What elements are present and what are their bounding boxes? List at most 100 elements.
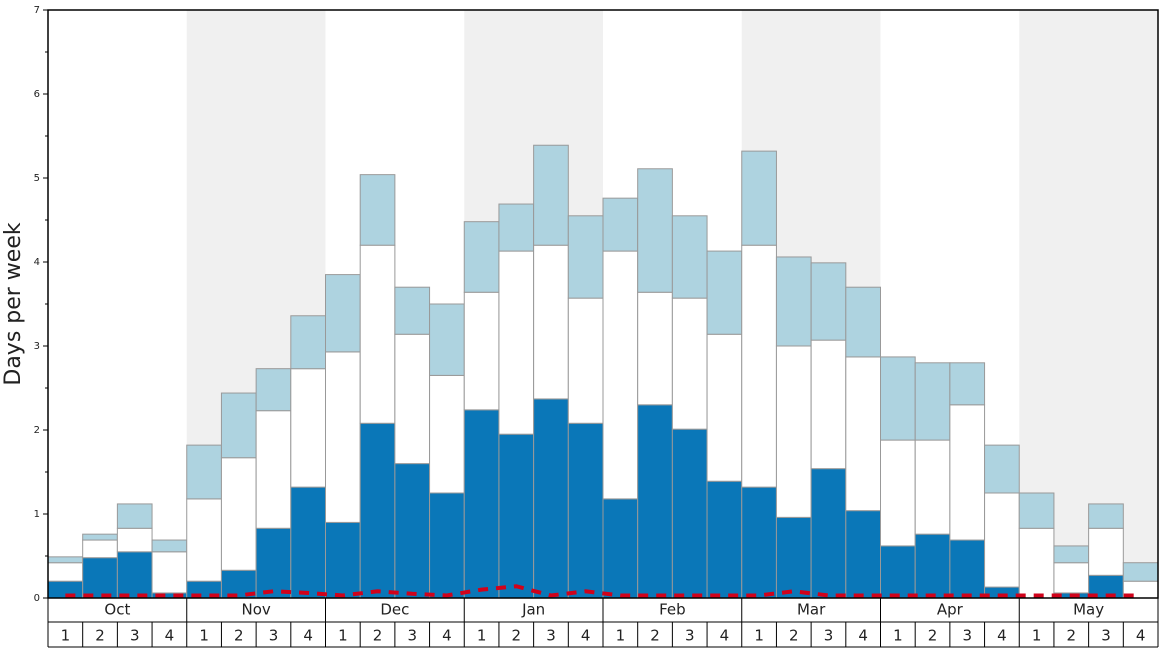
bar-segment xyxy=(116,503,153,529)
bar-segment xyxy=(429,374,465,494)
bar-segment xyxy=(637,291,673,406)
x-tick-label: 1 xyxy=(61,627,71,645)
bar-segment xyxy=(880,545,916,599)
month-label: Mar xyxy=(797,601,826,619)
x-tick-label: 3 xyxy=(407,627,417,645)
x-tick-label: 4 xyxy=(720,627,730,645)
bar-segment xyxy=(186,498,222,582)
bar-segment xyxy=(984,492,1020,588)
bar-segment xyxy=(602,197,639,252)
bar-segment xyxy=(463,221,500,293)
trend-line xyxy=(65,584,1141,598)
bar-segment xyxy=(290,368,326,488)
x-tick-label: 1 xyxy=(1032,627,1042,645)
x-tick-label: 4 xyxy=(303,627,313,645)
bar-segment xyxy=(1088,503,1124,529)
x-tick-label: 2 xyxy=(512,627,522,645)
month-label: Dec xyxy=(380,601,409,619)
bar-segment xyxy=(914,439,951,535)
x-tick-label: 2 xyxy=(650,627,660,645)
bar-segment xyxy=(741,486,777,599)
bar-segment xyxy=(325,274,361,353)
bar-segment xyxy=(706,480,743,599)
x-tick-label: 3 xyxy=(824,627,834,645)
x-tick-label: 3 xyxy=(685,627,695,645)
bar-segment xyxy=(567,422,604,599)
bar-segment xyxy=(810,339,847,470)
bar-segment xyxy=(671,428,708,599)
bar-segment xyxy=(498,203,535,252)
month-label: Feb xyxy=(659,601,686,619)
x-tick-label: 4 xyxy=(581,627,591,645)
bar-segment xyxy=(359,244,396,424)
y-tick-label: 3 xyxy=(34,341,40,352)
bar-segment xyxy=(533,144,569,246)
bar-segment xyxy=(394,333,431,465)
bar-segment xyxy=(429,492,465,599)
bar-segment xyxy=(880,439,916,547)
bar-segment xyxy=(116,527,153,553)
bar-segment xyxy=(498,250,535,435)
x-tick-label: 2 xyxy=(373,627,383,645)
bar-segment xyxy=(394,286,431,335)
x-tick-label: 3 xyxy=(1101,627,1111,645)
y-tick-label: 1 xyxy=(34,509,40,520)
bar-segment xyxy=(567,215,604,299)
bar-segment xyxy=(359,422,396,599)
bar-segment xyxy=(880,356,916,441)
bar-segment xyxy=(775,256,812,347)
bar-segment xyxy=(602,498,639,599)
bar-segment xyxy=(116,551,153,599)
bar-segment xyxy=(810,262,847,341)
bar-segment xyxy=(637,168,673,293)
bar-segment xyxy=(220,457,257,571)
bar-segment xyxy=(463,291,500,411)
x-tick-label: 4 xyxy=(1136,627,1146,645)
bar-segment xyxy=(984,444,1020,494)
month-label: May xyxy=(1073,601,1104,619)
bar-segment xyxy=(325,521,361,599)
bar-segment xyxy=(706,333,743,482)
bar-segment xyxy=(47,562,84,582)
bar-segment xyxy=(602,250,639,500)
bar-segment xyxy=(1053,545,1090,564)
x-tick-label: 4 xyxy=(442,627,452,645)
month-label: Oct xyxy=(104,601,130,619)
bar-segment xyxy=(671,215,708,299)
x-tick-label: 4 xyxy=(165,627,175,645)
bar-segment xyxy=(533,244,569,400)
bar-segment xyxy=(706,250,743,335)
x-tick-label: 4 xyxy=(858,627,868,645)
y-axis-label: Days per week xyxy=(1,222,26,385)
x-tick-label: 2 xyxy=(928,627,938,645)
bar-segment xyxy=(220,392,257,459)
bar-segment xyxy=(845,356,881,512)
x-tick-label: 2 xyxy=(95,627,105,645)
bar-segment xyxy=(637,404,673,599)
bar-segment xyxy=(255,368,292,412)
bar-segment xyxy=(255,410,292,529)
bar-segment xyxy=(325,351,361,523)
bar-segment xyxy=(949,362,986,406)
bar-segment xyxy=(429,303,465,376)
y-tick-label: 6 xyxy=(34,89,40,100)
bar-segment xyxy=(845,510,881,599)
x-tick-label: 4 xyxy=(997,627,1007,645)
x-tick-label: 1 xyxy=(338,627,348,645)
bar-segment xyxy=(810,468,847,599)
bar-segment xyxy=(255,527,292,599)
bar-segment xyxy=(498,433,535,599)
month-label: Apr xyxy=(937,601,964,619)
bar-segment xyxy=(82,533,118,541)
x-tick-label: 1 xyxy=(477,627,487,645)
bar-segment xyxy=(741,150,777,246)
x-tick-label: 3 xyxy=(269,627,279,645)
bar-segment xyxy=(741,244,777,488)
y-tick-label: 5 xyxy=(34,173,40,184)
bar-segment xyxy=(775,516,812,599)
month-label: Nov xyxy=(241,601,270,619)
bar-segment xyxy=(151,551,188,594)
bar-segment xyxy=(394,463,431,599)
x-tick-label: 1 xyxy=(754,627,764,645)
